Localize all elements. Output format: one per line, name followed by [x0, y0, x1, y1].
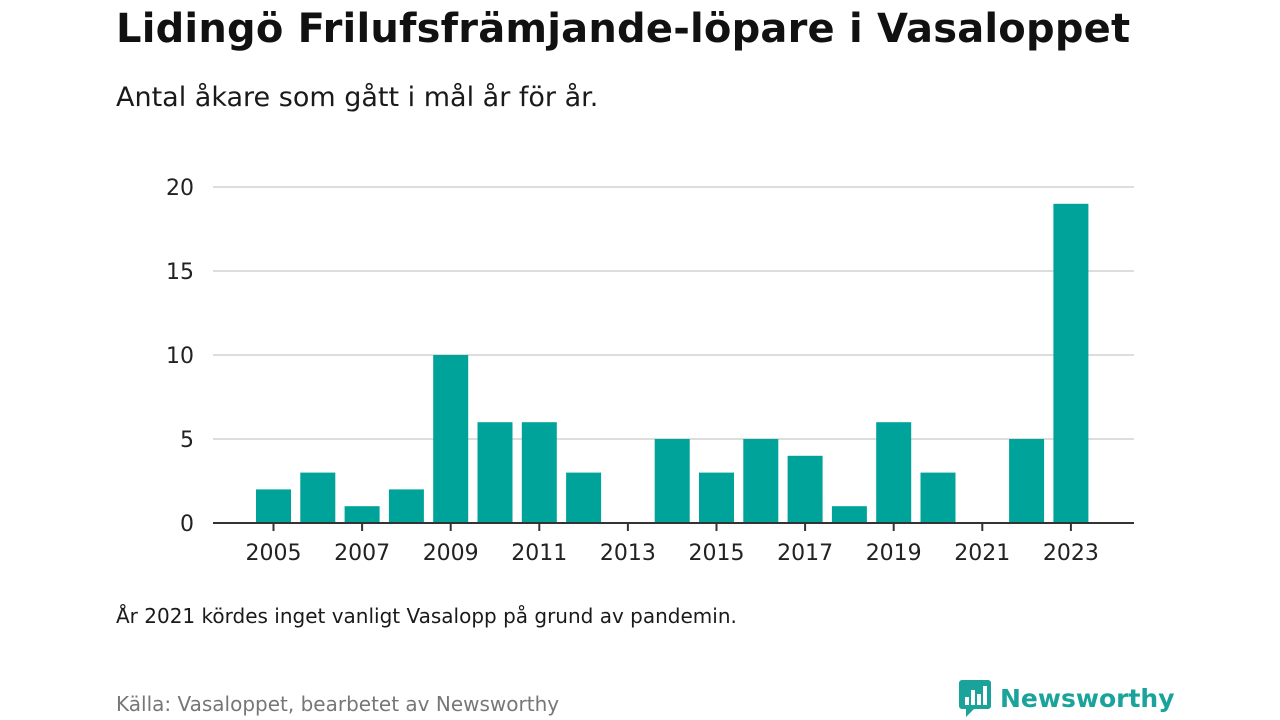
x-tick-label: 2013 [600, 541, 656, 566]
bar [433, 355, 469, 523]
source-credit: Källa: Vasaloppet, bearbetet av Newswort… [116, 692, 560, 716]
y-tick-label: 20 [166, 176, 194, 201]
bar [521, 422, 557, 523]
bars [256, 203, 1089, 524]
x-tick-label: 2015 [689, 541, 745, 566]
bar [831, 506, 867, 523]
bar [344, 506, 380, 523]
grid-lines [213, 186, 1134, 440]
y-tick-label: 10 [166, 344, 194, 369]
bar [920, 472, 956, 523]
bar [256, 489, 291, 523]
y-tick-label: 5 [180, 428, 194, 453]
bar [654, 439, 690, 523]
footnote: År 2021 kördes inget vanligt Vasalopp på… [116, 604, 737, 628]
bar [876, 422, 912, 523]
brand-name: Newsworthy [1000, 683, 1175, 713]
bar [743, 439, 779, 523]
bar [477, 422, 513, 523]
chart-title: Lidingö Frilufsfrämjande-löpare i Vasalo… [116, 6, 1131, 52]
bar [388, 489, 424, 523]
x-tick-label: 2023 [1043, 541, 1099, 566]
newsworthy-logo-icon [959, 680, 991, 717]
bar [300, 472, 336, 523]
bar [699, 472, 734, 523]
axes: 0 5 10 15 20 2005 2007 2009 2011 2013 2015 2017 2019… [166, 176, 1134, 566]
bar [1053, 203, 1089, 524]
chart-subtitle: Antal åkare som gått i mål år för år. [116, 82, 599, 113]
bar [566, 472, 602, 523]
x-tick-label: 2009 [423, 541, 479, 566]
y-tick-label: 0 [180, 512, 194, 537]
x-tick-label: 2005 [246, 541, 302, 566]
x-tick-label: 2007 [334, 541, 390, 566]
x-tick-label: 2021 [954, 541, 1010, 566]
y-tick-label: 15 [166, 260, 194, 285]
brand-logo: Newsworthy [958, 678, 1175, 718]
bar [787, 455, 823, 523]
x-tick-label: 2019 [866, 541, 922, 566]
x-tick-label: 2017 [777, 541, 833, 566]
x-tick-label: 2011 [511, 541, 567, 566]
bar [1009, 439, 1045, 523]
